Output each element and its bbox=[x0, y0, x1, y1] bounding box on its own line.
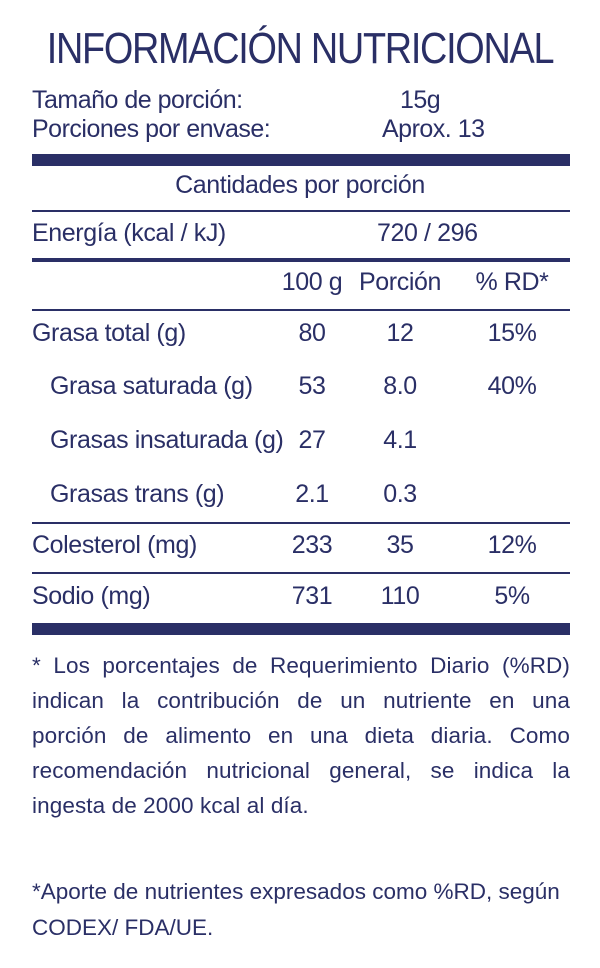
nutrient-label: Grasas trans (g) bbox=[50, 480, 225, 508]
nutrient-label: Sodio (mg) bbox=[32, 582, 151, 610]
nutrient-label: Grasas insaturada (g) bbox=[50, 426, 284, 454]
divider bbox=[32, 572, 570, 574]
divider bbox=[32, 522, 570, 524]
divider bbox=[32, 258, 570, 262]
amounts-header: Cantidades por porción bbox=[175, 171, 425, 199]
nutrient-label: Grasa total (g) bbox=[32, 319, 186, 347]
value-per100: 80 bbox=[298, 319, 326, 347]
value-portion: 12 bbox=[386, 319, 414, 347]
value-per100: 233 bbox=[291, 531, 333, 559]
servings-per-package-label: Porciones por envase: bbox=[32, 115, 271, 143]
column-header-rd: % RD* bbox=[475, 268, 549, 296]
divider-thick bbox=[32, 623, 570, 635]
value-rd: 12% bbox=[487, 531, 537, 559]
value-per100: 53 bbox=[298, 372, 326, 400]
column-header-per100: 100 g bbox=[281, 268, 343, 296]
energy-value: 720 / 296 bbox=[377, 219, 478, 247]
energy-label: Energía (kcal / kJ) bbox=[32, 219, 226, 247]
page-title: INFORMACIÓN NUTRICIONAL bbox=[46, 24, 555, 73]
value-portion: 4.1 bbox=[383, 426, 417, 454]
footnote-rd: * Los porcentajes de Requerimiento Diari… bbox=[32, 653, 570, 818]
value-portion: 8.0 bbox=[383, 372, 417, 400]
value-per100: 2.1 bbox=[295, 480, 329, 508]
column-header-portion: Porción bbox=[359, 268, 441, 296]
servings-per-package-value: Aprox. 13 bbox=[382, 115, 485, 143]
value-per100: 27 bbox=[298, 426, 326, 454]
divider bbox=[32, 210, 570, 212]
value-rd: 40% bbox=[487, 372, 537, 400]
serving-size-value: 15g bbox=[400, 86, 441, 114]
divider-thick bbox=[32, 154, 570, 166]
value-portion: 0.3 bbox=[383, 480, 417, 508]
value-portion: 110 bbox=[380, 582, 420, 610]
value-rd: 15% bbox=[487, 319, 537, 347]
serving-size-label: Tamaño de porción: bbox=[32, 86, 243, 114]
value-per100: 731 bbox=[291, 582, 333, 610]
footnote-codex: *Aporte de nutrientes expresados como %R… bbox=[32, 879, 560, 940]
value-rd: 5% bbox=[494, 582, 530, 610]
nutrient-label: Grasa saturada (g) bbox=[50, 372, 253, 400]
divider bbox=[32, 309, 570, 311]
nutrient-label: Colesterol (mg) bbox=[32, 531, 197, 559]
value-portion: 35 bbox=[386, 531, 414, 559]
